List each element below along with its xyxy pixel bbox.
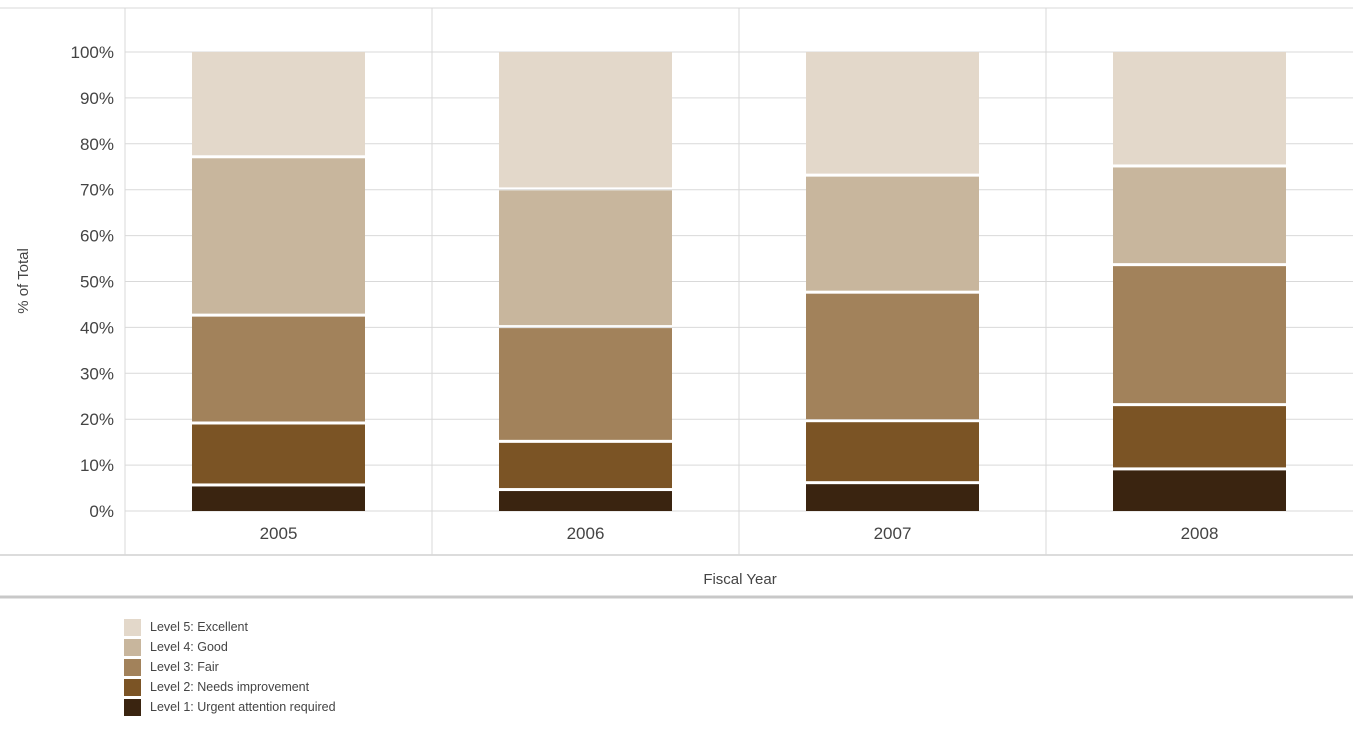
x-axis-label: Fiscal Year [703,571,776,588]
legend-item: Level 5: Excellent [124,617,336,637]
bar-segment [806,484,979,511]
bar-segment [1113,167,1286,264]
bar-segment [192,316,365,422]
y-tick-label: 20% [80,410,114,429]
bar-segment [806,293,979,420]
legend-swatch [124,678,141,696]
legend-swatch [124,618,141,636]
x-category-label: 2005 [260,524,298,543]
legend-item: Level 2: Needs improvement [124,677,336,697]
x-category-label: 2007 [874,524,912,543]
legend-label: Level 2: Needs improvement [150,680,310,694]
x-category-label: 2006 [567,524,605,543]
chart-legend: Level 5: Excellent Level 4: Good Level 3: … [124,617,336,717]
bar-segment [499,491,672,511]
y-tick-label: 40% [80,318,114,337]
legend-item: Level 3: Fair [124,657,336,677]
bar-segment [192,486,365,511]
y-tick-label: 10% [80,456,114,475]
bar-segment [192,52,365,156]
y-axis-label: % of Total [15,248,32,314]
bar-segment [1113,406,1286,468]
legend-item: Level 1: Urgent attention required [124,697,336,717]
bar-segment [806,176,979,291]
legend-label: Level 1: Urgent attention required [150,700,336,714]
bar-segment [1113,470,1286,511]
bar-segment [499,442,672,489]
legend-label: Level 5: Excellent [150,620,248,634]
y-tick-label: 0% [89,502,114,521]
legend-item: Level 4: Good [124,637,336,657]
y-tick-label: 90% [80,89,114,108]
x-axis-categories: 2005 2006 2007 2008 [260,524,1219,543]
y-tick-label: 50% [80,273,114,292]
y-tick-label: 70% [80,181,114,200]
bar-segment [499,190,672,326]
bars [192,52,1286,511]
legend-label: Level 3: Fair [150,660,219,674]
y-axis-ticks: 0% 10% 20% 30% 40% 50% 60% 70% 80% 90% 100% [71,43,114,521]
y-tick-label: 60% [80,227,114,246]
y-tick-label: 100% [71,43,114,62]
bar-segment [1113,266,1286,404]
legend-swatch [124,638,141,656]
x-category-label: 2008 [1181,524,1219,543]
bar-segment [192,158,365,314]
bar-segment [192,424,365,484]
bar-segment [499,328,672,440]
bar-segment [806,52,979,174]
bar-segment [1113,52,1286,165]
legend-label: Level 4: Good [150,640,228,654]
bar-segment [499,52,672,188]
bar-segment [806,422,979,482]
legend-swatch [124,698,141,716]
legend-swatch [124,658,141,676]
y-tick-label: 30% [80,364,114,383]
y-tick-label: 80% [80,135,114,154]
